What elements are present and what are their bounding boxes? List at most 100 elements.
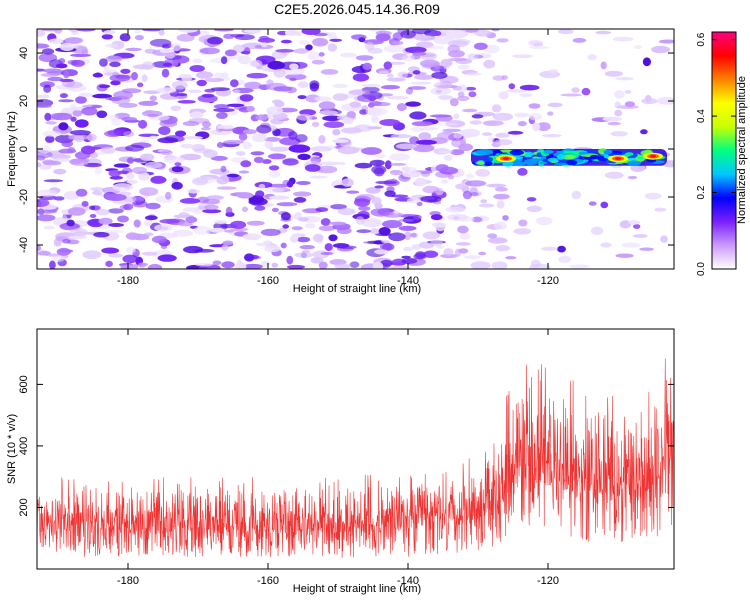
- spectrogram-noise-blob: [369, 100, 382, 106]
- spectrogram-noise-blob: [600, 242, 612, 248]
- spectrogram-noise-blob: [411, 121, 433, 127]
- spectrogram-noise-blob: [71, 59, 85, 67]
- spectrogram-noise-blob: [243, 29, 261, 33]
- spectrogram-noise-blob: [587, 54, 597, 61]
- spectrogram-noise-blob: [569, 264, 590, 269]
- spectrogram-noise-blob: [196, 71, 213, 79]
- spectrogram-noise-blob: [475, 169, 491, 177]
- spectrogram-noise-blob: [332, 93, 349, 101]
- spectrogram-noise-blob: [221, 261, 235, 269]
- spectrogram-noise-blob: [90, 187, 104, 192]
- spectrogram-noise-blob: [304, 164, 321, 172]
- spectrogram-noise-blob: [98, 217, 113, 225]
- spectrogram-noise-blob: [378, 70, 389, 74]
- spectrogram-noise-blob: [654, 207, 667, 212]
- spectrogram-noise-blob: [134, 29, 142, 34]
- spectrogram-noise-blob: [533, 43, 544, 47]
- spectrogram-noise-blob: [381, 240, 391, 244]
- spectrogram-noise-blob: [225, 206, 233, 216]
- spectrogram-noise-blob: [120, 264, 139, 269]
- spectrogram-noise-blob: [615, 77, 634, 81]
- spectrogram-noise-blob: [478, 203, 495, 208]
- spectrogram-noise-blob: [351, 34, 367, 40]
- spectrogram-noise-blob: [541, 246, 559, 251]
- spectrogram-noise-blob: [488, 136, 495, 144]
- spectrogram-noise-blob: [557, 245, 566, 253]
- spectrogram-noise-blob: [571, 190, 582, 200]
- spectrogram-noise-blob: [493, 193, 510, 200]
- spectrogram-noise-blob: [529, 45, 550, 49]
- spectrogram-noise-blob: [430, 87, 452, 96]
- spectrogram-noise-blob: [226, 173, 239, 178]
- spectrogram-noise-blob: [271, 207, 279, 213]
- spectrogram-noise-blob: [297, 81, 309, 88]
- spectrogram-noise-blob: [462, 190, 472, 200]
- spectrogram-noise-blob: [398, 218, 415, 222]
- spectrogram-noise-blob: [241, 206, 249, 213]
- spectrogram-noise-blob: [517, 168, 528, 176]
- spectrogram-noise-blob: [220, 72, 229, 78]
- spectrogram-noise-blob: [94, 72, 102, 78]
- spectrogram-noise-blob: [289, 63, 299, 70]
- spectrogram-noise-blob: [518, 219, 528, 227]
- spectrogram-noise-blob: [298, 217, 309, 222]
- spectrogram-noise-blob: [75, 188, 88, 197]
- spectrogram-noise-blob: [45, 135, 55, 143]
- spectrogram-noise-blob: [382, 220, 403, 229]
- spectrogram-noise-blob: [296, 236, 311, 243]
- spectrogram-noise-blob: [451, 38, 471, 45]
- spectrogram-noise-blob: [507, 130, 524, 135]
- signal-hotspot-core: [650, 154, 656, 158]
- spectrogram-noise-blob: [37, 198, 50, 207]
- spectrogram-noise-blob: [405, 101, 421, 107]
- spectrogram-noise-blob: [386, 77, 406, 82]
- spectrogram-noise-blob: [86, 133, 97, 142]
- spectrogram-noise-blob: [271, 262, 279, 268]
- spectrogram-noise-blob: [66, 219, 75, 227]
- spectrogram-noise-blob: [150, 175, 167, 184]
- spectrogram-noise-blob: [311, 121, 320, 127]
- spectrogram-noise-blob: [495, 245, 510, 252]
- spectrogram-noise-blob: [466, 72, 482, 76]
- spectrogram-noise-blob: [390, 134, 412, 139]
- spectrogram-noise-blob: [37, 94, 50, 99]
- spectrogram-noise-blob: [438, 149, 454, 154]
- spectrogram-noise-blob: [194, 248, 215, 253]
- spectrogram-noise-blob: [59, 93, 68, 99]
- spectrogram-noise-blob: [212, 260, 222, 266]
- spectrogram-noise-blob: [73, 231, 88, 237]
- spectrogram-noise-blob: [293, 48, 309, 54]
- spectrogram-noise-blob: [312, 233, 324, 243]
- spectrogram-noise-blob: [367, 240, 383, 244]
- spectrogram-noise-blob: [103, 30, 116, 35]
- spectrogram-noise-blob: [392, 210, 400, 214]
- spectrogram-noise-blob: [96, 209, 110, 216]
- spectrogram-noise-blob: [482, 120, 504, 126]
- spectrogram-noise-blob: [404, 231, 412, 241]
- spectrogram-noise-blob: [49, 260, 56, 269]
- spectrogram-noise-blob: [125, 246, 136, 254]
- spectrogram-noise-blob: [216, 176, 230, 185]
- spectrogram-noise-blob: [72, 109, 83, 117]
- spectrogram-noise-blob: [440, 253, 458, 259]
- spectrogram-noise-blob: [409, 111, 427, 120]
- spectrogram-noise-blob: [265, 202, 276, 207]
- spectrogram-noise-blob: [495, 132, 510, 138]
- spectrogram-noise-blob: [113, 90, 133, 100]
- spectrogram-noise-blob: [159, 218, 180, 224]
- spectrogram-noise-blob: [435, 245, 445, 249]
- spectrogram-noise-blob: [52, 255, 65, 262]
- spectrogram-noise-blob: [412, 144, 435, 153]
- signal-band-blob: [529, 158, 544, 162]
- spectrogram-noise-blob: [48, 38, 64, 44]
- spectrogram-noise-blob: [337, 208, 356, 216]
- spectrogram-noise-blob: [221, 244, 229, 251]
- spectrogram-noise-blob: [70, 116, 77, 122]
- spectrogram-noise-blob: [280, 39, 292, 44]
- spectrogram-noise-blob: [491, 104, 502, 113]
- spectrogram-noise-blob: [316, 165, 338, 174]
- signal-band-blob: [511, 161, 527, 166]
- spectrogram-noise-blob: [443, 248, 454, 256]
- spectrogram-noise-blob: [165, 191, 172, 200]
- spectrogram-noise-blob: [498, 91, 509, 100]
